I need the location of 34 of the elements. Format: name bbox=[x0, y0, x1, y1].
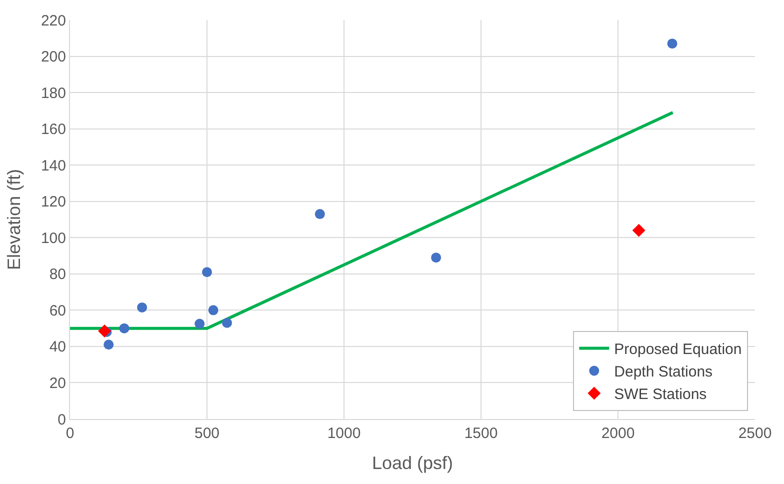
y-tick-label: 60 bbox=[49, 302, 66, 320]
x-tick-label: 1000 bbox=[327, 425, 361, 442]
y-tick-label: 160 bbox=[40, 121, 66, 138]
x-axis-title: Load (psf) bbox=[372, 453, 454, 474]
point bbox=[194, 318, 205, 329]
y-tick-label: 220 bbox=[40, 12, 66, 30]
point bbox=[314, 209, 325, 220]
y-tick-label: 20 bbox=[49, 374, 66, 392]
y-tick-label: 120 bbox=[40, 194, 66, 211]
point bbox=[431, 252, 442, 263]
point bbox=[104, 340, 114, 350]
y-tick-label: 140 bbox=[40, 157, 66, 174]
y-tick-label: 40 bbox=[49, 338, 66, 356]
point bbox=[137, 302, 148, 312]
y-tick-label: 200 bbox=[40, 48, 66, 66]
x-tick-label: 2500 bbox=[738, 425, 772, 442]
point bbox=[119, 323, 130, 334]
x-tick-label: 500 bbox=[194, 425, 220, 442]
x-tick-label: 2000 bbox=[601, 425, 635, 442]
point bbox=[202, 267, 212, 278]
legend-label: Depth Stations bbox=[614, 364, 713, 381]
y-tick-label: 80 bbox=[49, 266, 66, 284]
point bbox=[208, 305, 218, 316]
x-tick-label: 1500 bbox=[464, 425, 498, 442]
y-tick-label: 180 bbox=[40, 84, 66, 102]
y-tick-label: 0 bbox=[58, 411, 66, 428]
point bbox=[667, 38, 678, 49]
point bbox=[632, 224, 646, 237]
point bbox=[98, 324, 112, 338]
point bbox=[222, 318, 232, 328]
y-axis-title: Elevation (ft) bbox=[4, 168, 24, 270]
legend-label: Proposed Equation bbox=[614, 341, 742, 358]
legend-label: SWE Stations bbox=[614, 386, 707, 404]
y-tick-label: 100 bbox=[40, 230, 66, 247]
